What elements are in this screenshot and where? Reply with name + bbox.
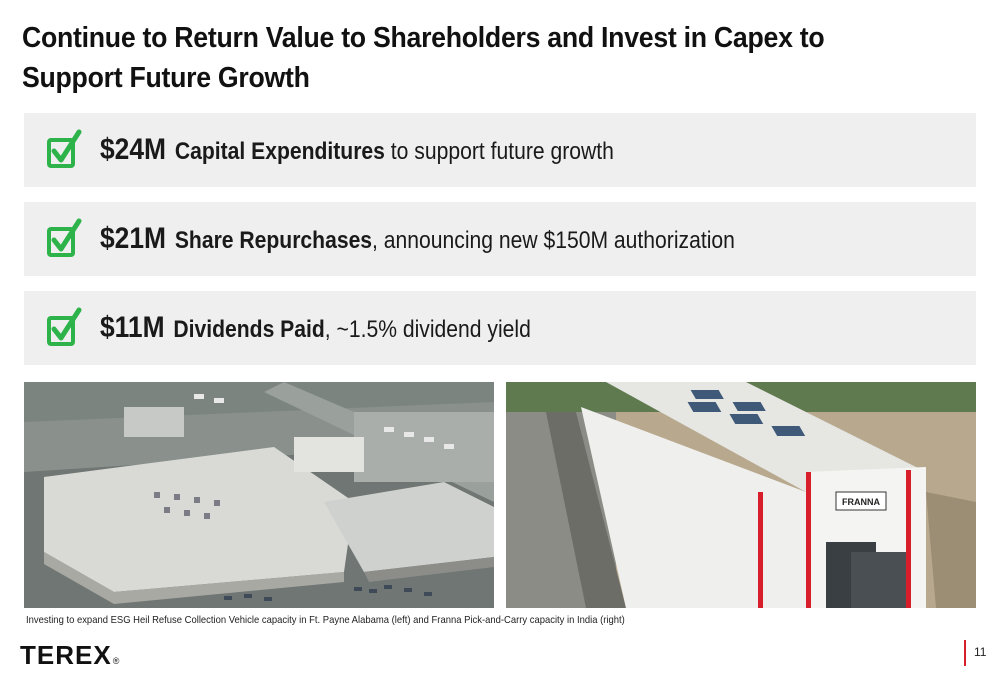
page-number-divider [964,640,966,666]
terex-logo: TEREX® [20,640,120,671]
logo-registered-mark: ® [112,656,121,666]
capex-card: $24M Capital Expenditures to support futu… [24,113,976,187]
title-line-2: Support Future Growth [22,62,310,94]
dividends-line: $11M Dividends Paid, ~1.5% dividend yield [100,311,531,345]
aerial-factory-photo [24,382,494,608]
dividends-label: Dividends Paid [173,316,325,343]
page-number: 11 [974,645,987,659]
factory-building-photo: FRANNA [506,382,976,608]
page-title: Continue to Return Value to Shareholders… [22,18,905,98]
logo-text: TEREX [20,640,112,670]
capex-label: Capital Expenditures [174,138,385,165]
dividends-amount: $11M [100,311,165,344]
repurchase-amount: $21M [100,222,167,255]
repurchase-card: $21M Share Repurchases, announcing new $1… [24,202,976,276]
capex-line: $24M Capital Expenditures to support futu… [100,133,614,167]
dividends-description: , ~1.5% dividend yield [324,316,531,343]
franna-sign: FRANNA [842,497,880,507]
photo-caption: Investing to expand ESG Heil Refuse Coll… [26,614,625,626]
repurchase-label: Share Repurchases [174,227,373,254]
capex-amount: $24M [100,133,167,166]
repurchase-line: $21M Share Repurchases, announcing new $1… [100,222,735,256]
capex-description: to support future growth [384,138,614,165]
checkbox-check-icon [47,218,82,257]
dividends-card: $11M Dividends Paid, ~1.5% dividend yield [24,291,976,365]
repurchase-description: , announcing new $150M authorization [372,227,735,254]
checkbox-check-icon [47,307,82,346]
checkbox-check-icon [47,129,82,168]
title-line-1: Continue to Return Value to Shareholders… [22,22,825,54]
